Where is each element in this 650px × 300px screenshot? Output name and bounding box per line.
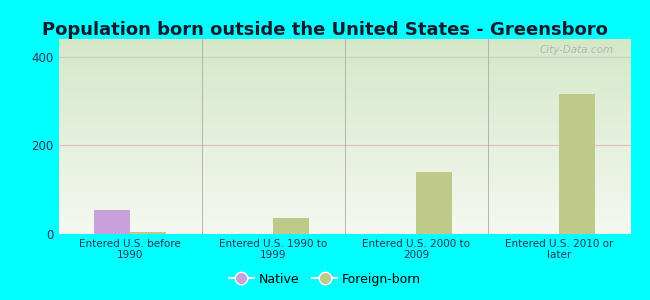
Bar	[559, 94, 595, 234]
Text: Population born outside the United States - Greensboro: Population born outside the United State…	[42, 21, 608, 39]
Bar	[273, 218, 309, 234]
Bar	[416, 172, 452, 234]
Legend: Native, Foreign-born: Native, Foreign-born	[224, 268, 426, 291]
Bar	[94, 210, 130, 234]
Text: City-Data.com: City-Data.com	[540, 45, 614, 55]
Bar	[130, 232, 166, 234]
